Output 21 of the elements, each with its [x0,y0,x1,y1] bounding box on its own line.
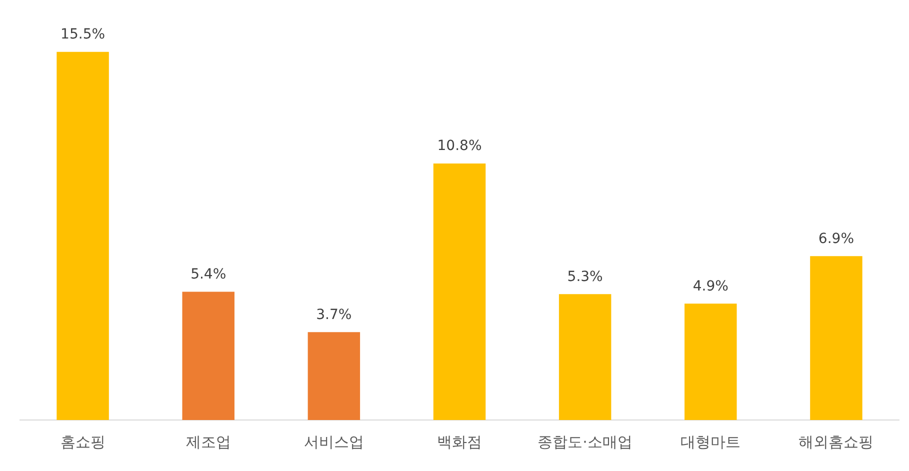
x-tick-label: 해외홈쇼핑 [798,432,874,451]
bar [558,294,612,420]
bar [182,292,234,420]
x-tick-label: 서비스업 [304,432,364,451]
data-label: 10.8% [437,138,482,154]
data-label: 5.4% [190,266,226,282]
data-label: 3.7% [316,306,352,323]
bar [684,304,737,420]
bar [433,164,486,420]
bar [308,332,360,420]
data-label: 6.9% [818,230,854,247]
bar [56,52,109,420]
bar [810,256,862,420]
x-tick-label: 홈쇼핑 [60,432,106,451]
x-tick-label: 제조업 [186,432,231,451]
data-label: 15.5% [60,26,106,43]
x-tick-label: 백화점 [437,432,482,451]
data-label: 4.9% [692,278,728,294]
x-tick-label: 대형마트 [680,432,741,451]
data-label: 5.3% [567,268,603,285]
x-tick-label: 종합도·소매업 [538,432,632,451]
